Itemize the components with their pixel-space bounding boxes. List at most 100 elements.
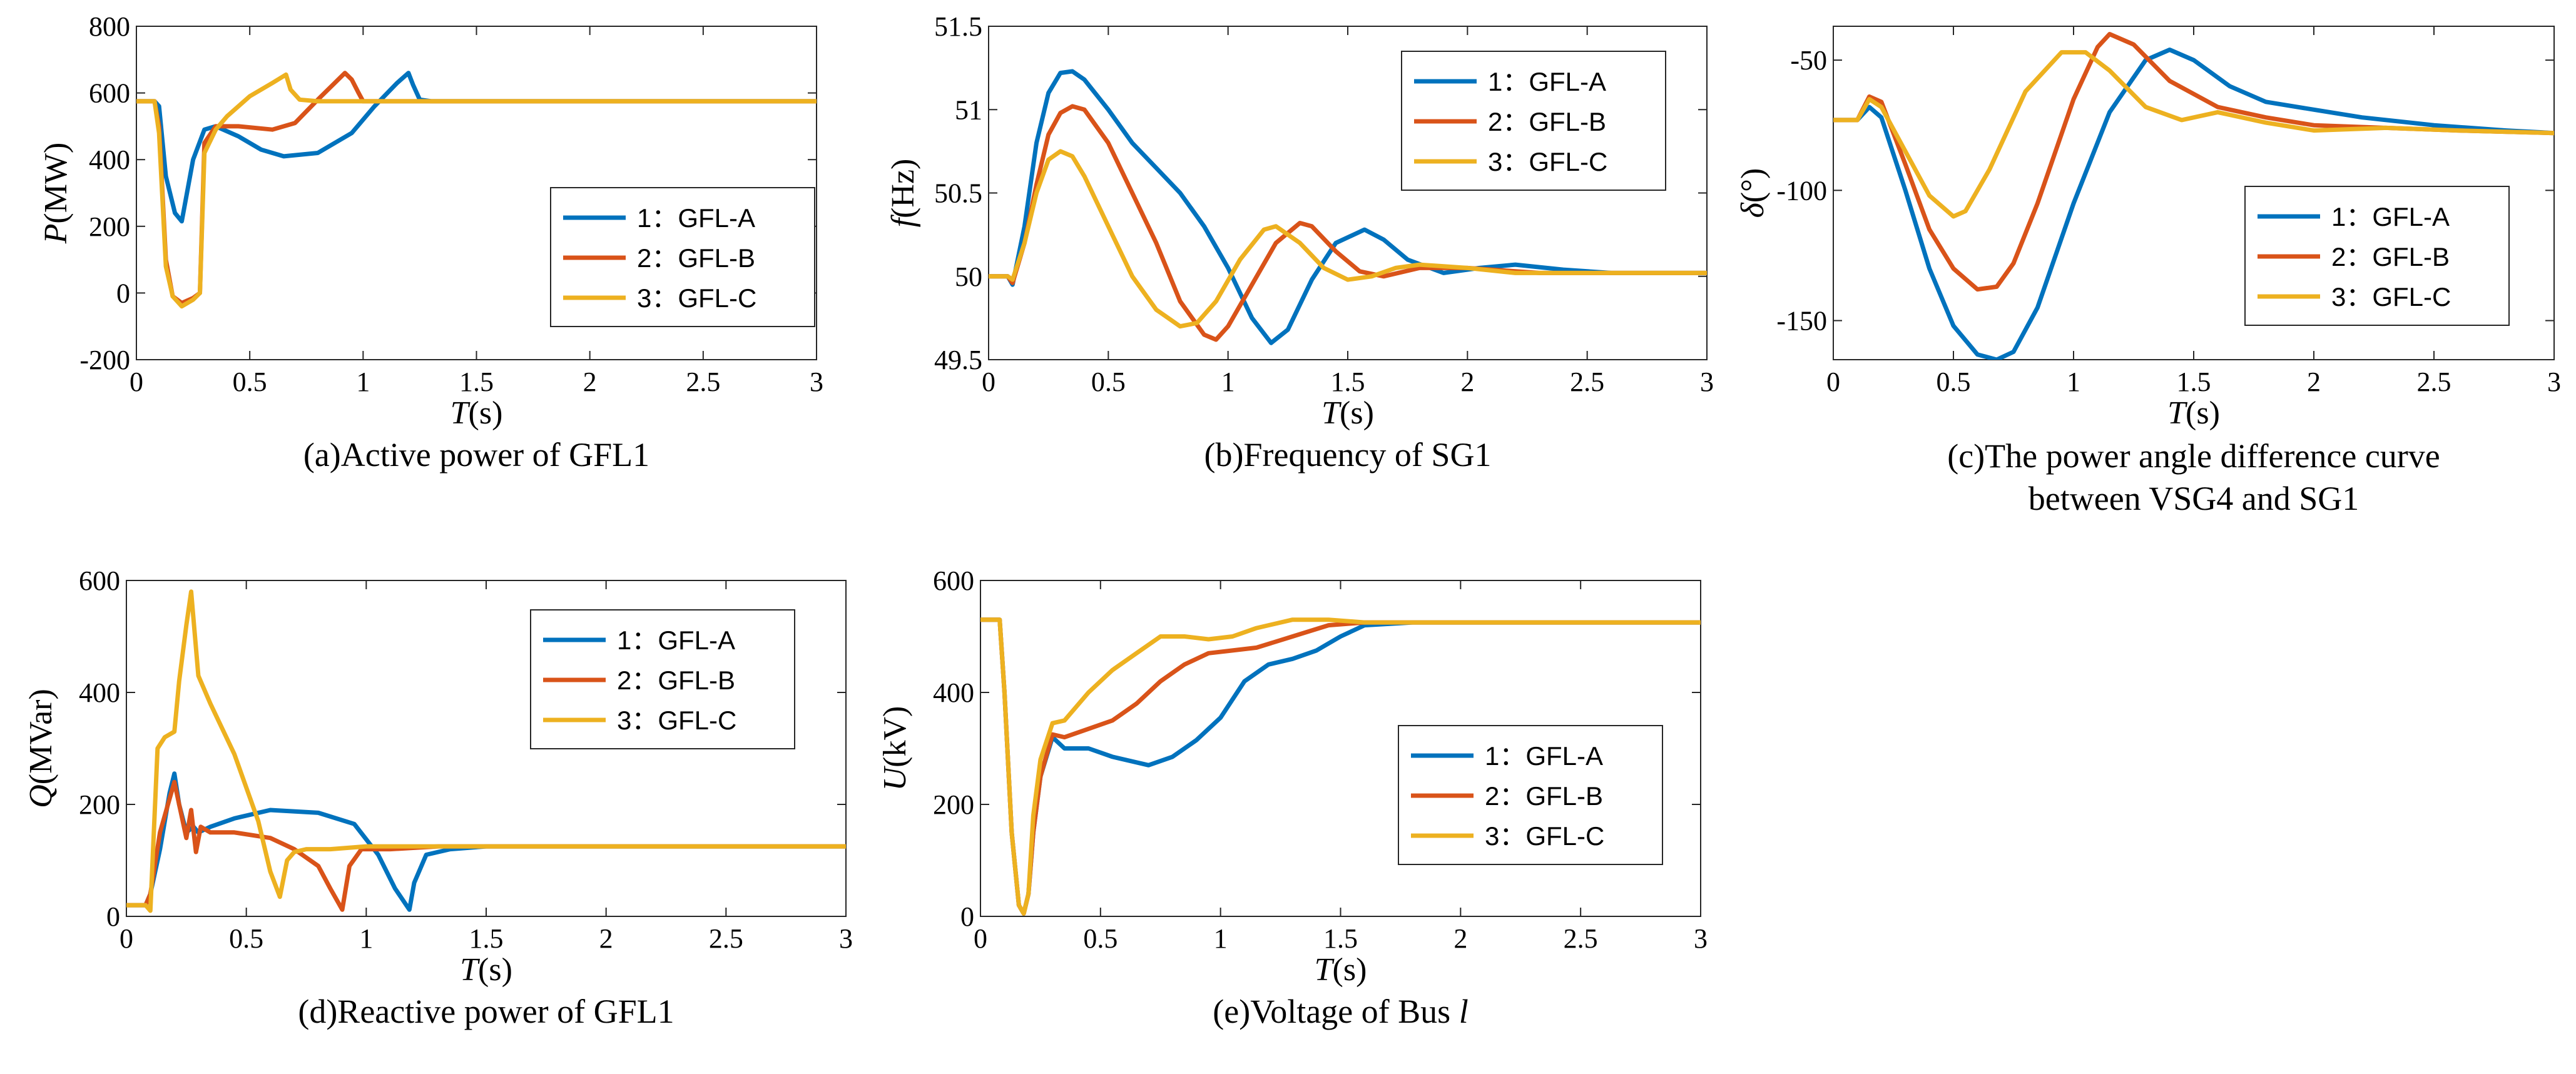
x-tick-label: 1.5 <box>1323 923 1358 954</box>
y-tick-label: 51 <box>955 94 982 125</box>
x-tick-label: 1.5 <box>459 367 494 397</box>
x-tick-label: 0 <box>120 923 133 954</box>
y-tick-label: 200 <box>79 789 120 820</box>
x-axis-symbol: T <box>460 952 480 988</box>
x-tick-label: 2 <box>1460 367 1474 397</box>
x-tick-label: 0.5 <box>1091 367 1126 397</box>
series-line-A <box>136 71 817 224</box>
legend: 1：GFL-A 2：GFL-B 3：GFL-C <box>530 609 795 749</box>
y-tick-label: 600 <box>89 78 130 109</box>
caption-italic: l <box>1459 993 1469 1030</box>
caption: (d)Reactive power of GFL1 <box>298 993 674 1030</box>
series-line-B <box>126 779 846 912</box>
legend-label: 1：GFL-A <box>637 203 755 233</box>
x-axis-unit: (s) <box>2186 395 2220 431</box>
x-tick-label: 0 <box>130 367 143 397</box>
panel-d: 0 0.5 1 1.5 2 2.5 3 0 200 400 600 T(s) Q(MVar) 1：GFL-… <box>23 565 853 1030</box>
series-line-C <box>136 72 817 309</box>
x-tick-label: 0 <box>1826 367 1840 397</box>
y-axis-unit: (kV) <box>877 706 913 768</box>
legend-label: 2：GFL-B <box>617 666 735 695</box>
y-axis-symbol: U <box>877 765 913 791</box>
legend-label: 2：GFL-B <box>2331 242 2450 271</box>
x-axis-label: T(s) <box>1315 952 1367 988</box>
x-axis-symbol: T <box>451 395 471 431</box>
legend-label: 3：GFL-C <box>1488 147 1607 176</box>
x-tick-label: 0.5 <box>233 367 267 397</box>
caption: (a)Active power of GFL1 <box>303 436 649 474</box>
x-tick-label: 2.5 <box>686 367 720 397</box>
y-tick-label: -100 <box>1776 175 1827 206</box>
y-axis-label: U(kV) <box>877 706 913 791</box>
x-tick-label: 3 <box>839 923 853 954</box>
y-tick-label: 200 <box>89 211 130 242</box>
series-group <box>1833 32 2554 360</box>
x-axis-unit: (s) <box>1333 952 1367 988</box>
x-tick-label: 2 <box>599 923 613 954</box>
x-axis-label: T(s) <box>460 952 512 988</box>
y-tick-label: 400 <box>933 677 974 708</box>
x-tick-label: 3 <box>2547 367 2561 397</box>
x-tick-label: 2.5 <box>1564 923 1598 954</box>
x-tick-label: 2.5 <box>2417 367 2451 397</box>
x-tick-label: 2.5 <box>1570 367 1604 397</box>
y-axis-symbol: P <box>38 224 74 245</box>
x-tick-label: 2 <box>2307 367 2321 397</box>
x-tick-label: 1.5 <box>1331 367 1365 397</box>
x-axis-unit: (s) <box>478 952 512 988</box>
legend-label: 1：GFL-A <box>617 626 735 655</box>
caption: between VSG4 and SG1 <box>2029 480 2359 517</box>
panel-e: 0 0.5 1 1.5 2 2.5 3 0 200 400 600 T(s) U(kV) 1：GFL-A 2… <box>877 565 1708 1030</box>
x-axis-unit: (s) <box>469 395 503 431</box>
x-axis-label: T(s) <box>451 395 503 431</box>
legend-label: 1：GFL-A <box>2331 202 2450 231</box>
y-tick-label: 0 <box>106 901 120 932</box>
x-tick-label: 1.5 <box>2177 367 2211 397</box>
x-tick-label: 2.5 <box>709 923 743 954</box>
x-tick-label: 1 <box>2067 367 2080 397</box>
y-axis-label: Q(MVar) <box>23 689 59 808</box>
y-tick-label: -50 <box>1790 45 1827 76</box>
legend-label: 2：GFL-B <box>1488 107 1606 136</box>
y-tick-label: 400 <box>79 677 120 708</box>
series-line-C <box>980 617 1701 916</box>
series-line-C <box>989 149 1707 329</box>
y-tick-label: 51.5 <box>934 11 982 42</box>
legend-label: 2：GFL-B <box>637 243 755 273</box>
y-tick-label: 600 <box>933 565 974 596</box>
series-group <box>136 71 817 309</box>
y-tick-label: 600 <box>79 565 120 596</box>
legend: 1：GFL-A 2：GFL-B 3：GFL-C <box>1398 725 1663 865</box>
legend: 1：GFL-A 2：GFL-B 3：GFL-C <box>1401 51 1666 191</box>
y-tick-label: 50 <box>955 261 982 292</box>
series-line-C <box>1833 50 2554 219</box>
caption-prefix: (e)Voltage of Bus <box>1213 993 1459 1030</box>
legend: 1：GFL-A 2：GFL-B 3：GFL-C <box>2244 186 2510 326</box>
y-axis-label: δ(°) <box>1735 168 1771 218</box>
x-tick-label: 3 <box>1694 923 1708 954</box>
legend-label: 1：GFL-A <box>1488 67 1606 96</box>
y-tick-label: 0 <box>116 278 130 308</box>
x-tick-label: 0.5 <box>1937 367 1971 397</box>
legend: 1：GFL-A 2：GFL-B 3：GFL-C <box>550 187 815 327</box>
y-axis-label: f(Hz) <box>885 159 921 228</box>
y-axis-unit: (°) <box>1735 168 1771 203</box>
x-tick-label: 1 <box>1221 367 1235 397</box>
series-group <box>126 589 846 913</box>
x-tick-label: 1.5 <box>469 923 504 954</box>
y-axis-unit: (Hz) <box>885 159 921 218</box>
x-tick-label: 0 <box>974 923 987 954</box>
legend-label: 3：GFL-C <box>617 706 736 735</box>
x-tick-label: 0 <box>982 367 995 397</box>
x-tick-label: 1 <box>356 367 370 397</box>
x-tick-label: 0.5 <box>229 923 263 954</box>
x-axis-unit: (s) <box>1340 395 1374 431</box>
series-line-C <box>126 589 846 913</box>
series-group <box>980 617 1701 916</box>
x-axis-label: T(s) <box>1321 395 1374 431</box>
x-axis-label: T(s) <box>2167 395 2220 431</box>
caption: (e)Voltage of Bus l <box>1213 993 1468 1030</box>
y-tick-label: 49.5 <box>934 345 982 375</box>
caption: (c)The power angle difference curve <box>1947 437 2440 475</box>
